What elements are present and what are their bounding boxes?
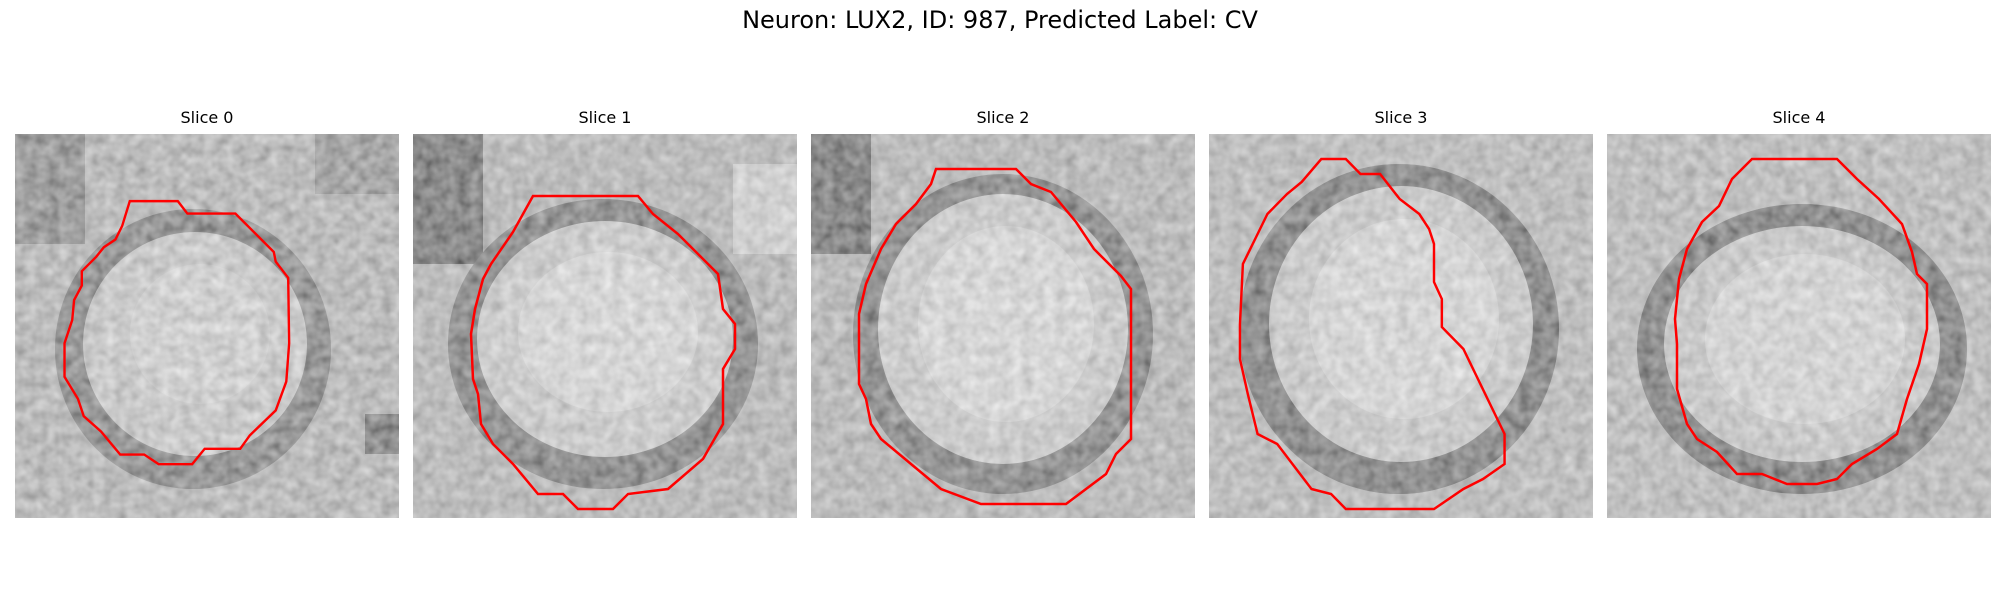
roi-contour bbox=[1238, 157, 1506, 511]
slice-panel-4: Slice 4 bbox=[1607, 108, 1991, 518]
roi-contour bbox=[1673, 157, 1929, 486]
slice-image-4 bbox=[1607, 134, 1991, 518]
figure-title: Neuron: LUX2, ID: 987, Predicted Label: … bbox=[742, 6, 1258, 34]
slice-image-3 bbox=[1209, 134, 1593, 518]
roi-contour bbox=[469, 194, 737, 511]
slice-panel-1: Slice 1 bbox=[413, 108, 797, 518]
slice-panel-0: Slice 0 bbox=[15, 108, 399, 518]
slice-image-0 bbox=[15, 134, 399, 518]
slice-image-1 bbox=[413, 134, 797, 518]
slice-title: Slice 2 bbox=[976, 108, 1030, 127]
slice-title: Slice 4 bbox=[1772, 108, 1826, 127]
roi-contour bbox=[857, 167, 1133, 506]
slice-title: Slice 0 bbox=[180, 108, 234, 127]
slice-title: Slice 1 bbox=[578, 108, 632, 127]
slice-title: Slice 3 bbox=[1374, 108, 1428, 127]
slice-image-2 bbox=[811, 134, 1195, 518]
slice-panel-2: Slice 2 bbox=[811, 108, 1195, 518]
slice-panel-3: Slice 3 bbox=[1209, 108, 1593, 518]
roi-contour bbox=[63, 199, 291, 466]
